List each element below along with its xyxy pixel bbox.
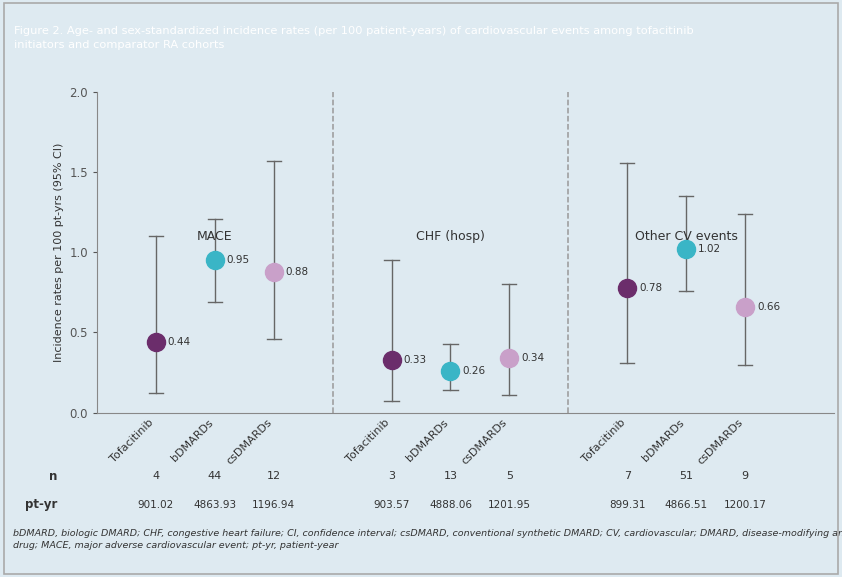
Text: 1.02: 1.02: [698, 244, 721, 254]
Text: pt-yr: pt-yr: [25, 499, 57, 511]
Text: 4863.93: 4863.93: [193, 500, 237, 510]
Text: Figure 2. Age- and sex-standardized incidence rates (per 100 patient-years) of c: Figure 2. Age- and sex-standardized inci…: [14, 26, 694, 50]
Text: 0.26: 0.26: [462, 366, 485, 376]
Text: 13: 13: [444, 471, 457, 481]
Text: 4888.06: 4888.06: [429, 500, 472, 510]
Text: 5: 5: [506, 471, 513, 481]
Text: CHF (hosp): CHF (hosp): [416, 230, 485, 243]
Y-axis label: Incidence rates per 100 pt-yrs (95% CI): Incidence rates per 100 pt-yrs (95% CI): [54, 143, 64, 362]
Text: 0.78: 0.78: [639, 283, 662, 293]
Text: n: n: [49, 470, 57, 482]
Text: 0.95: 0.95: [226, 256, 249, 265]
Text: 1200.17: 1200.17: [724, 500, 766, 510]
Text: 901.02: 901.02: [137, 500, 174, 510]
Text: MACE: MACE: [197, 230, 232, 243]
Text: 899.31: 899.31: [609, 500, 646, 510]
Text: Other CV events: Other CV events: [635, 230, 738, 243]
Text: 1196.94: 1196.94: [252, 500, 296, 510]
Text: 3: 3: [388, 471, 395, 481]
Text: 0.44: 0.44: [168, 337, 190, 347]
Text: 1201.95: 1201.95: [488, 500, 531, 510]
Text: 0.34: 0.34: [521, 353, 544, 363]
Text: 51: 51: [679, 471, 693, 481]
Text: 7: 7: [624, 471, 631, 481]
Text: 903.57: 903.57: [373, 500, 410, 510]
Text: 9: 9: [742, 471, 749, 481]
Text: 44: 44: [208, 471, 221, 481]
Text: 0.88: 0.88: [285, 267, 308, 276]
Text: 12: 12: [267, 471, 280, 481]
Text: 0.33: 0.33: [403, 355, 426, 365]
Text: 0.66: 0.66: [757, 302, 780, 312]
Text: 4866.51: 4866.51: [664, 500, 708, 510]
Text: bDMARD, biologic DMARD; CHF, congestive heart failure; CI, confidence interval; : bDMARD, biologic DMARD; CHF, congestive …: [13, 529, 842, 550]
Text: 4: 4: [152, 471, 159, 481]
